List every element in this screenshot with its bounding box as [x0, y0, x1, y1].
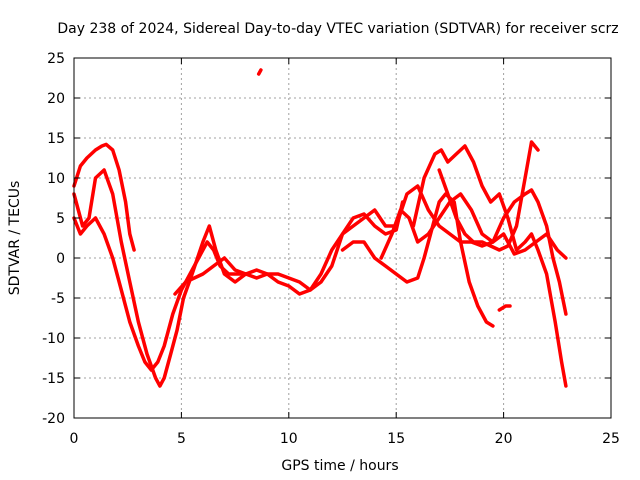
x-axis-ticks: 0 5 10 15 20 25 [70, 58, 620, 447]
chart-title: Day 238 of 2024, Sidereal Day-to-day VTE… [57, 21, 618, 37]
series-arc-1 [72, 142, 136, 252]
y-tick-label: 15 [47, 131, 65, 147]
series-arc-6 [340, 192, 495, 328]
x-tick-label: 15 [387, 431, 405, 447]
y-tick-label: 25 [47, 51, 65, 67]
y-tick-label: 10 [47, 171, 65, 187]
y-axis-label: SDTVAR / TECUs [7, 181, 23, 296]
series-arc-4 [256, 68, 263, 76]
x-tick-label: 20 [495, 431, 513, 447]
y-tick-label: 0 [56, 251, 65, 267]
series-arc-8 [411, 144, 568, 388]
y-tick-label: -5 [51, 291, 65, 307]
series-arc-9 [437, 140, 540, 252]
data-series [72, 68, 568, 388]
series-arc-10 [497, 304, 512, 312]
x-axis-label: GPS time / hours [281, 458, 398, 474]
y-tick-label: -10 [42, 331, 65, 347]
y-axis-ticks: -20 -15 -10 -5 0 5 10 15 20 25 [42, 51, 611, 427]
series-arc-2 [72, 168, 248, 388]
grid-lines [74, 58, 611, 418]
x-tick-label: 5 [177, 431, 186, 447]
y-tick-label: -20 [42, 411, 65, 427]
y-tick-label: 5 [56, 211, 65, 227]
series-arc-5 [173, 184, 568, 296]
y-tick-label: -15 [42, 371, 65, 387]
x-tick-label: 25 [602, 431, 620, 447]
x-tick-label: 0 [70, 431, 79, 447]
plot-frame [73, 57, 612, 419]
y-tick-label: 20 [47, 91, 65, 107]
x-tick-label: 10 [280, 431, 298, 447]
